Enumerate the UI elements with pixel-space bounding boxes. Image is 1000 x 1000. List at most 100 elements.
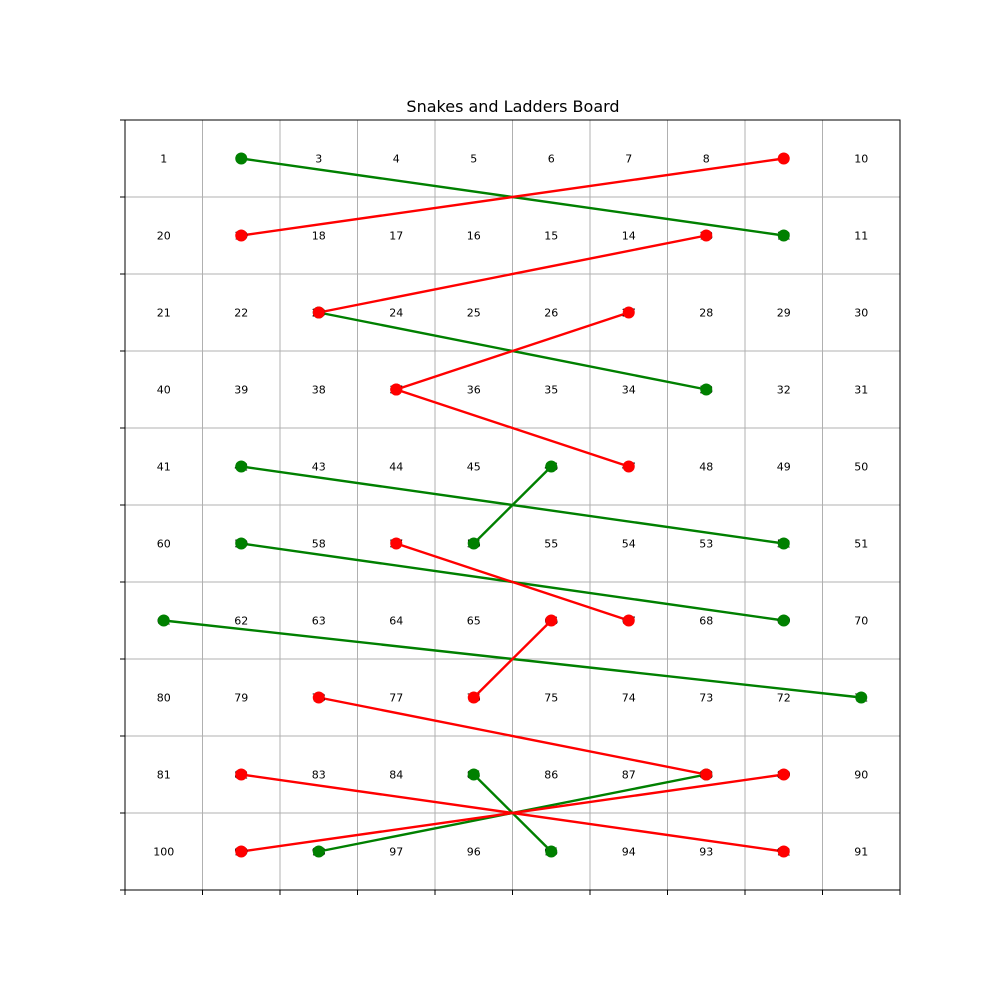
cell-number-label: 93 xyxy=(699,845,713,858)
cell-number-label: 16 xyxy=(467,229,481,242)
cell-number-label: 1 xyxy=(160,152,167,165)
snake-endpoint xyxy=(700,768,713,781)
cell-number-label: 87 xyxy=(622,768,636,781)
snake-endpoint xyxy=(777,845,790,858)
ladder-endpoint xyxy=(777,614,790,627)
snake-endpoint xyxy=(622,306,635,319)
snake-endpoint xyxy=(467,691,480,704)
cell-number-label: 81 xyxy=(157,768,171,781)
ladder-endpoint xyxy=(855,691,868,704)
cell-number-label: 28 xyxy=(699,306,713,319)
snake-endpoint xyxy=(777,768,790,781)
snake-endpoint xyxy=(622,460,635,473)
ladder-endpoint xyxy=(467,768,480,781)
cell-number-label: 15 xyxy=(544,229,558,242)
cell-number-label: 36 xyxy=(467,383,481,396)
ladder-endpoint xyxy=(157,614,170,627)
cell-number-label: 73 xyxy=(699,691,713,704)
cell-number-label: 100 xyxy=(153,845,174,858)
snake-endpoint xyxy=(235,768,248,781)
cell-number-label: 65 xyxy=(467,614,481,627)
cell-number-label: 72 xyxy=(777,691,791,704)
cell-number-label: 35 xyxy=(544,383,558,396)
cell-number-label: 75 xyxy=(544,691,558,704)
cell-number-label: 34 xyxy=(622,383,636,396)
frame-layer xyxy=(120,119,901,895)
cell-number-label: 40 xyxy=(157,383,171,396)
cell-number-label: 55 xyxy=(544,537,558,550)
ladder-endpoint xyxy=(312,845,325,858)
cell-number-label: 26 xyxy=(544,306,558,319)
cell-number-label: 8 xyxy=(703,152,710,165)
snake-line xyxy=(395,542,630,622)
cell-number-label: 3 xyxy=(315,152,322,165)
cell-number-label: 94 xyxy=(622,845,636,858)
cell-number-label: 7 xyxy=(625,152,632,165)
cell-number-label: 24 xyxy=(389,306,403,319)
cell-number-label: 58 xyxy=(312,537,326,550)
ladder-endpoint xyxy=(545,460,558,473)
cell-number-label: 86 xyxy=(544,768,558,781)
snake-line xyxy=(395,311,630,391)
cell-number-label: 80 xyxy=(157,691,171,704)
ladder-endpoint xyxy=(777,537,790,550)
cell-number-label: 84 xyxy=(389,768,403,781)
connector-points-layer xyxy=(157,152,868,858)
cell-number-label: 4 xyxy=(393,152,400,165)
cell-number-label: 39 xyxy=(234,383,248,396)
cell-number-label: 18 xyxy=(312,229,326,242)
cell-number-label: 53 xyxy=(699,537,713,550)
cell-number-label: 90 xyxy=(854,768,868,781)
snake-line xyxy=(472,619,553,699)
cell-number-label: 20 xyxy=(157,229,171,242)
cell-number-label: 11 xyxy=(854,229,868,242)
chart-title: Snakes and Ladders Board xyxy=(406,97,619,116)
ladder-endpoint xyxy=(545,845,558,858)
cell-number-label: 32 xyxy=(777,383,791,396)
ladder-endpoint xyxy=(235,537,248,550)
cell-number-label: 54 xyxy=(622,537,636,550)
ladder-line xyxy=(472,465,553,545)
cell-number-label: 45 xyxy=(467,460,481,473)
cell-number-label: 68 xyxy=(699,614,713,627)
cell-number-label: 49 xyxy=(777,460,791,473)
cell-number-label: 63 xyxy=(312,614,326,627)
cell-number-label: 97 xyxy=(389,845,403,858)
cell-number-label: 74 xyxy=(622,691,636,704)
ladder-endpoint xyxy=(235,460,248,473)
cell-number-label: 14 xyxy=(622,229,636,242)
snake-endpoint xyxy=(622,614,635,627)
snake-line xyxy=(395,388,630,468)
connector-lines-layer xyxy=(163,157,862,853)
cell-number-label: 38 xyxy=(312,383,326,396)
cell-number-label: 6 xyxy=(548,152,555,165)
cell-number-label: 31 xyxy=(854,383,868,396)
snake-line xyxy=(241,157,784,237)
cell-number-label: 50 xyxy=(854,460,868,473)
snake-endpoint xyxy=(235,845,248,858)
cell-number-label: 83 xyxy=(312,768,326,781)
cell-number-label: 64 xyxy=(389,614,403,627)
cell-number-label: 91 xyxy=(854,845,868,858)
snake-endpoint xyxy=(545,614,558,627)
cell-number-label: 29 xyxy=(777,306,791,319)
snake-endpoint xyxy=(777,152,790,165)
snake-endpoint xyxy=(390,537,403,550)
cell-number-label: 41 xyxy=(157,460,171,473)
snake-line xyxy=(318,696,707,776)
cell-number-label: 60 xyxy=(157,537,171,550)
cell-number-label: 43 xyxy=(312,460,326,473)
snake-endpoint xyxy=(312,306,325,319)
cell-number-label: 51 xyxy=(854,537,868,550)
snake-endpoint xyxy=(235,229,248,242)
cell-number-label: 70 xyxy=(854,614,868,627)
ladder-endpoint xyxy=(777,229,790,242)
snake-endpoint xyxy=(700,229,713,242)
cell-number-label: 79 xyxy=(234,691,248,704)
ladder-endpoint xyxy=(467,537,480,550)
cell-number-label: 17 xyxy=(389,229,403,242)
cell-number-label: 5 xyxy=(470,152,477,165)
cell-number-label: 10 xyxy=(854,152,868,165)
